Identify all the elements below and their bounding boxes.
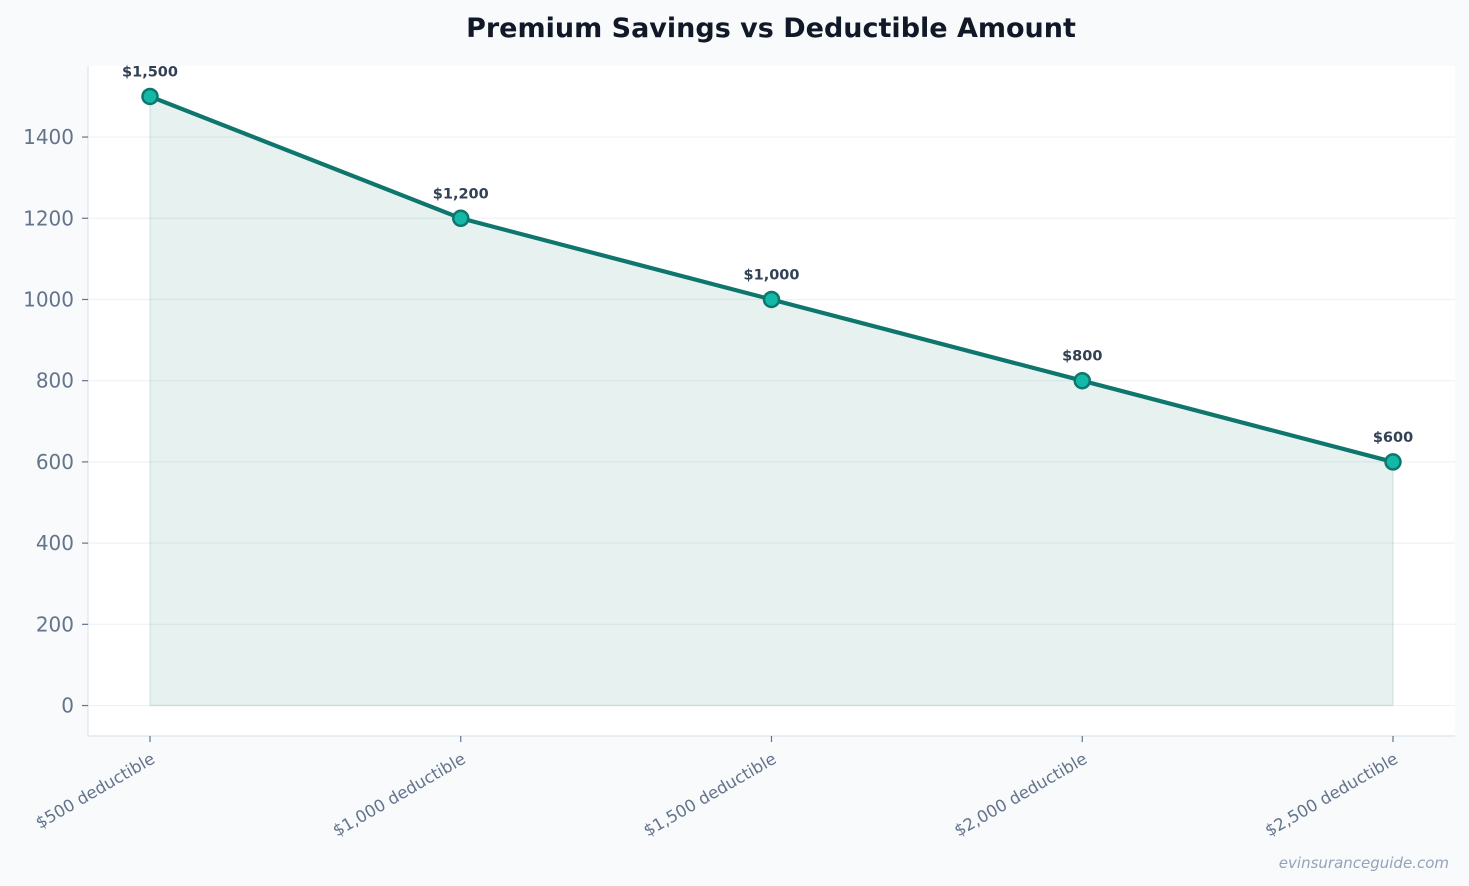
plot-area: 0 200 400 600 800 1000 1200 1400 $1,500 $1,200 $1,…	[23, 64, 1455, 840]
data-point	[452, 209, 470, 228]
y-tick-label: 600	[36, 450, 74, 474]
data-label: $600	[1373, 430, 1413, 446]
y-tick-label: 200	[36, 612, 74, 636]
data-label: $1,000	[744, 267, 800, 283]
chart-title: Premium Savings vs Deductible Amount	[466, 13, 1076, 44]
data-label: $1,200	[433, 186, 489, 202]
data-label: $1,500	[122, 64, 178, 80]
watermark-text: evinsuranceguide.com	[1279, 854, 1449, 872]
y-tick-label: 1400	[23, 125, 74, 149]
data-point	[762, 290, 781, 309]
y-tick-label: 400	[36, 531, 74, 555]
y-tick-label: 1000	[23, 287, 74, 311]
data-point	[1073, 371, 1091, 390]
data-label: $800	[1062, 349, 1102, 365]
data-point	[141, 87, 159, 106]
y-tick-label: 0	[61, 694, 74, 718]
data-point	[1384, 453, 1402, 471]
y-tick-label: 800	[36, 369, 74, 393]
y-tick-label: 1200	[23, 206, 74, 230]
